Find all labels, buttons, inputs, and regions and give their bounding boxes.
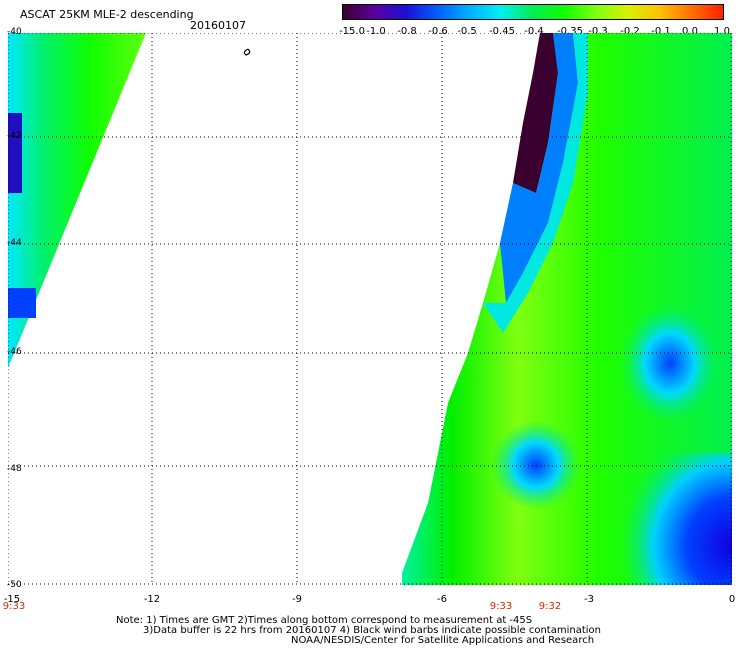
swath-right-edge (513, 33, 558, 193)
time-label: 9:33 (489, 601, 513, 612)
colorbar-label: -0.2 (620, 26, 640, 37)
y-label: -46 (7, 347, 22, 357)
swath-right-corner (608, 453, 732, 585)
y-label: -50 (7, 580, 22, 590)
x-label: -3 (584, 594, 594, 605)
x-label: -6 (437, 594, 447, 605)
x-label: -9 (292, 594, 302, 605)
time-label: 9:32 (538, 601, 562, 612)
colorbar-labels: -15.0 -1.0 -0.8 -0.6 -0.5 -0.45 -0.4 -0.… (330, 26, 730, 40)
colorbar-label: -0.35 (557, 26, 583, 37)
colorbar (342, 4, 724, 20)
colorbar-label: -15.0 (339, 26, 365, 37)
colorbar-label: -0.6 (428, 26, 448, 37)
colorbar-label: -0.45 (489, 26, 515, 37)
y-label: -40 (7, 27, 22, 37)
y-label: -42 (7, 131, 22, 141)
colorbar-label: 1.0 (714, 26, 730, 37)
colorbar-label: -0.5 (457, 26, 477, 37)
swath-left-edge (8, 113, 22, 193)
note-line: Note: 1) Times are GMT 2)Times along bot… (116, 615, 533, 626)
x-label: 0 (728, 594, 736, 605)
colorbar-label: -1.0 (366, 26, 386, 37)
swath-left-low (8, 288, 36, 318)
map-grid (8, 33, 732, 585)
colorbar-label: -0.1 (651, 26, 671, 37)
map-title: ASCAT 25KM MLE-2 descending (20, 8, 194, 21)
swath-left (8, 33, 146, 368)
time-label: 9:33 (2, 601, 26, 612)
swath-right-blue-spot (620, 303, 720, 423)
map-plot (8, 33, 732, 585)
note-line: NOAA/NESDIS/Center for Satellite Applica… (291, 635, 595, 646)
colorbar-label: -0.8 (397, 26, 417, 37)
colorbar-label: -0.4 (524, 26, 544, 37)
colorbar-label: 0.0 (682, 26, 698, 37)
swath-right-blue-spot-2 (491, 420, 581, 510)
footer-notes: Note: 1) Times are GMT 2)Times along bot… (116, 616, 601, 646)
note-line: 3)Data buffer is 22 hrs from 20160107 4)… (143, 625, 601, 636)
y-label: -48 (7, 464, 22, 474)
x-label: -12 (143, 594, 161, 605)
colorbar-label: -0.3 (588, 26, 608, 37)
map-date: 20160107 (190, 19, 246, 32)
swath-right-blue (500, 33, 578, 303)
x-label: -15 (3, 594, 21, 605)
swath-right (402, 33, 732, 585)
y-label: -44 (7, 238, 22, 248)
island-outline (243, 48, 251, 56)
swath-right-cyan (483, 33, 588, 333)
